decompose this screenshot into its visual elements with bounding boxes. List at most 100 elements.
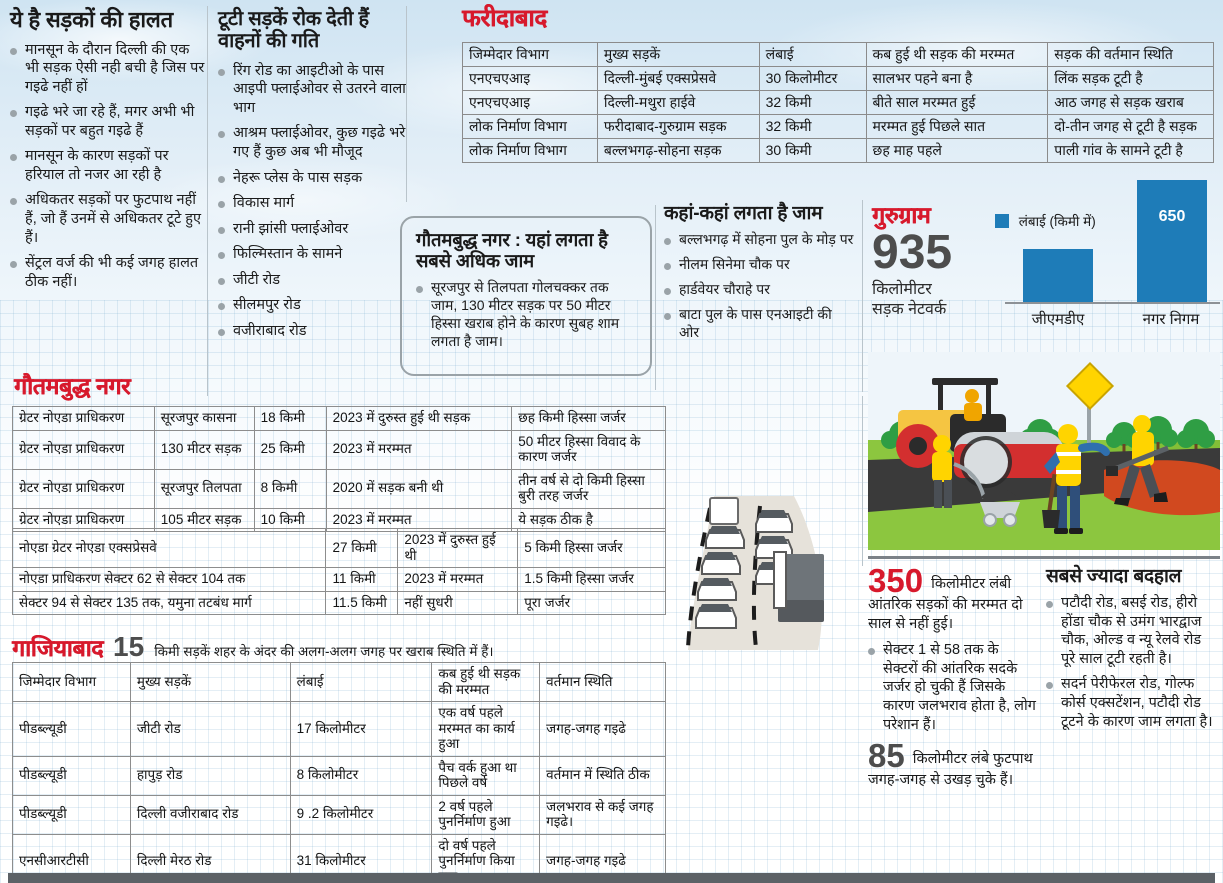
ghaziabad-lead-text: किमी सड़कें शहर के अंदर की अलग-अलग जगह प…	[154, 644, 494, 659]
table-cell: 11 किमी	[325, 567, 399, 592]
table-cell: जीटी रोड	[129, 701, 291, 757]
stat-85-number: 85	[868, 737, 905, 775]
table-cell: मुख्य सड़कें	[596, 41, 760, 68]
table-cell: नहीं सुधरी	[397, 590, 519, 616]
list-item: अधिकतर सड़कों पर फुटपाथ नहीं हैं, जो हैं…	[10, 191, 206, 247]
list-item: सदर्न पेरीफेरल रोड, गोल्फ कोर्स एक्सटेंश…	[1046, 675, 1218, 731]
chart-xtick-gmda: जीएमडीए	[1031, 311, 1085, 328]
table-cell: 27 किमी	[325, 527, 399, 569]
table-cell: 32 किमी	[758, 114, 867, 140]
table-cell: 2020 में सड़क बनी थी	[325, 468, 513, 509]
table-cell: आठ जगह से सड़क खराब	[1047, 90, 1214, 116]
gbn-title: गौतमबुद्ध नगर	[14, 373, 131, 399]
table-cell: 2023 में मरम्मत	[325, 429, 513, 470]
list-item: मानसून के दौरान दिल्ली की एक भी सड़क ऐसी…	[10, 41, 206, 97]
table-header-row: जिम्मेदार विभाग मुख्य सड़कें लंबाई कब हुई थ…	[12, 661, 666, 703]
gbn-table-b-wrap: नोएडा ग्रेटर नोएडा एक्सप्रेसवे 27 किमी 202…	[11, 527, 666, 616]
table-cell: ग्रेटर नोएडा प्राधिकरण	[12, 406, 155, 431]
divider-2	[406, 6, 407, 202]
table-cell: 9 .2 किलोमीटर	[289, 794, 433, 835]
table-row: पीडब्ल्यूडी दिल्ली वजीराबाद रोड 9 .2 किलोम…	[12, 794, 666, 835]
table-cell: 130 मीटर सड़क	[153, 429, 255, 470]
gbn-jam-callout: गौतमबुद्ध नगर : यहां लगता है सबसे अधिक ज…	[400, 216, 652, 376]
table-cell: पीडब्ल्यूडी	[12, 755, 131, 796]
gbn-callout-list: सूरजपुर से तिलपता गोलचक्कर तक जाम, 130 म…	[416, 279, 638, 351]
table-cell: पाली गांव के सामने टूटी है	[1047, 138, 1214, 164]
divider-3	[655, 205, 656, 390]
faridabad-table: जिम्मेदार विभाग मुख्य सड़कें लंबाई कब हुई थ…	[462, 41, 1214, 164]
table-cell: 1.5 किमी हिस्सा जर्जर	[517, 567, 666, 592]
divider-5	[862, 396, 863, 566]
divider-4	[862, 200, 863, 392]
table-row: पीडब्ल्यूडी हापुड़ रोड 8 किलोमीटर पैच वर्क …	[12, 755, 666, 796]
table-row: एनएचएआइ दिल्ली-मथुरा हाईवे 32 किमी बीते साल…	[462, 90, 1214, 116]
road-roller-scene	[868, 352, 1220, 550]
list-item: हार्डवेयर चौराहे पर	[664, 281, 854, 299]
bar-value-nagar-nigam: 650	[1158, 208, 1186, 225]
table-cell: एक वर्ष पहले मरम्मत का कार्य हुआ	[431, 701, 541, 757]
table-cell: वर्तमान में स्थिति ठीक	[539, 755, 666, 796]
table-cell: जिम्मेदार विभाग	[462, 41, 598, 68]
stat-350-bullets: सेक्टर 1 से 58 तक के सेक्टरों की आंतरिक …	[868, 641, 1036, 734]
col1-bullet-list: मानसून के दौरान दिल्ली की एक भी सड़क ऐसी…	[10, 41, 206, 292]
table-cell: लोक निर्माण विभाग	[462, 138, 598, 164]
jam-locations-block: कहां-कहां लगता है जाम बल्लभगढ़ में सोहना…	[664, 203, 854, 349]
table-cell: 8 किमी	[253, 468, 327, 509]
ghaziabad-title: गाजियाबाद	[12, 635, 104, 661]
table-cell: सड़क की वर्तमान स्थिति	[1047, 41, 1214, 68]
table-cell: कब हुई थी सड़क की मरम्मत	[431, 661, 541, 703]
chart-x-axis	[1005, 302, 1220, 304]
list-item: रिंग रोड का आइटीओ के पास आइपी फ्लाईओवर स…	[218, 62, 406, 118]
table-cell: 2023 में दुरुस्त हुई थी	[397, 527, 519, 569]
bar-gmda	[1023, 249, 1093, 302]
worst-bullet-list: पटौदी रोड, बसई रोड, हीरो होंडा चौक से उम…	[1046, 594, 1218, 731]
gurugram-block: गुरुग्राम 935 किलोमीटर सड़क नेटवर्क	[872, 203, 992, 320]
table-cell: ग्रेटर नोएडा प्राधिकरण	[12, 468, 155, 509]
ghaziabad-table: जिम्मेदार विभाग मुख्य सड़कें लंबाई कब हुई थ…	[12, 661, 666, 883]
table-cell: पूरा जर्जर	[517, 590, 666, 616]
table-cell: 8 किलोमीटर	[289, 755, 433, 796]
table-cell: दो-तीन जगह से टूटी है सड़क	[1047, 114, 1214, 140]
table-cell: मरम्मत हुई पिछले सात	[865, 114, 1049, 140]
table-cell: जलभराव से कई जगह गइढे।	[539, 794, 666, 835]
bar-nagar-nigam	[1137, 180, 1207, 302]
table-row: ग्रेटर नोएडा प्राधिकरण सूरजपुर तिलपता 8 कि…	[12, 468, 666, 509]
list-item: सेक्टर 1 से 58 तक के सेक्टरों की आंतरिक …	[868, 641, 1036, 734]
table-cell: जिम्मेदार विभाग	[12, 661, 131, 703]
gurugram-stats-block: 350 किलोमीटर लंबी आंतरिक सड़कों की मरम्म…	[868, 564, 1036, 790]
worst-title: सबसे ज्यादा बदहाल	[1046, 566, 1182, 587]
jam-title: कहां-कहां लगता है जाम	[664, 203, 823, 224]
table-cell: जगह-जगह गइढे	[539, 701, 666, 757]
table-cell: 2023 में दुरुस्त हुई थी सड़क	[325, 406, 513, 431]
list-item: सीलमपुर रोड	[218, 296, 406, 315]
table-cell: लंबाई	[758, 41, 867, 68]
jam-bullet-list: बल्लभगढ़ में सोहना पुल के मोड़ पर नीलम सि…	[664, 231, 854, 342]
col2-title: टूटी सड़कें रोक देती हैं वाहनों की गति	[218, 8, 369, 53]
chart-legend: लंबाई (किमी में)	[995, 212, 1096, 230]
legend-swatch-length	[995, 214, 1009, 228]
list-item: रानी झांसी फ्लाईओवर	[218, 220, 406, 239]
table-cell: ग्रेटर नोएडा प्राधिकरण	[12, 429, 155, 470]
traffic-jam-scene	[686, 496, 824, 650]
list-item: सेंट्रल वर्ज की भी कई जगह हालत ठीक नहीं।	[10, 254, 206, 291]
table-row: लोक निर्माण विभाग बल्लभगढ़-सोहना सड़क 30 क…	[462, 138, 1214, 164]
table-cell: 32 किमी	[758, 90, 867, 116]
gurugram-caption-2: सड़क नेटवर्क	[872, 301, 947, 319]
table-cell: दिल्ली-मथुरा हाईवे	[596, 90, 760, 116]
table-cell: 50 मीटर हिस्सा विवाद के कारण जर्जर	[511, 429, 666, 470]
list-item: मानसून के कारण सड़कों पर हरियाल तो नजर आ…	[10, 147, 206, 184]
list-item: आश्रम फ्लाईओवर, कुछ गइढे भरे गए हैं कुछ …	[218, 124, 406, 161]
ghaziabad-header: गाजियाबाद 15 किमी सड़कें शहर के अंदर की …	[12, 631, 666, 662]
stat-85-text: किलोमीटर लंबे फुटपाथ जगह-जगह से उखड़ चुक…	[868, 751, 1033, 788]
table-cell: पैच वर्क हुआ था पिछले वर्ष	[431, 755, 541, 796]
table-cell: 25 किमी	[253, 429, 327, 470]
road-construction-illustration	[868, 352, 1220, 550]
list-item: सूरजपुर से तिलपता गोलचक्कर तक जाम, 130 म…	[416, 279, 638, 351]
divider-6	[868, 556, 1220, 559]
divider-1	[207, 6, 208, 396]
table-row: एनएचएआइ दिल्ली-मुंबई एक्सप्रेसवे 30 किलोमी…	[462, 66, 1214, 92]
ghaziabad-lead-number: 15	[113, 631, 145, 662]
table-cell: पीडब्ल्यूडी	[12, 794, 131, 835]
list-item: बाटा पुल के पास एनआइटी की ओर	[664, 306, 854, 342]
table-cell: 17 किलोमीटर	[289, 701, 433, 757]
